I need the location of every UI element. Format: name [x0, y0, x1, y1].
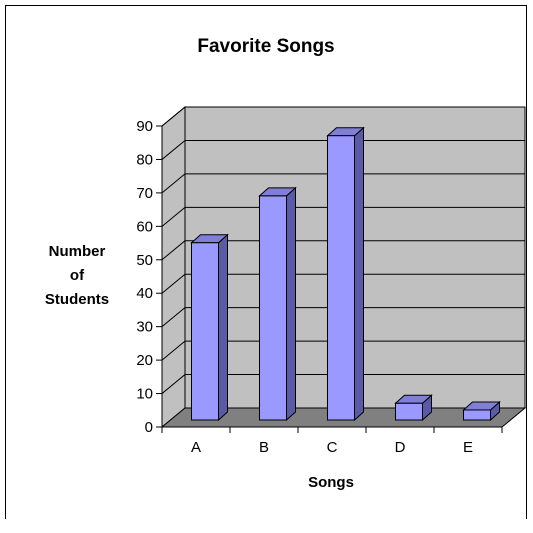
y-tick-label: 70 — [136, 185, 153, 202]
gridline — [161, 307, 525, 328]
x-tick-label: E — [463, 439, 473, 456]
bar-side — [354, 126, 364, 422]
bar-A — [190, 233, 229, 422]
x-axis-label: Songs — [308, 474, 354, 491]
gridline — [161, 340, 525, 361]
bar-B — [258, 186, 297, 422]
x-tick-label: C — [327, 439, 338, 456]
bar-front — [463, 409, 491, 421]
y-axis-label-line: Students — [45, 291, 109, 308]
y-tick-label: 80 — [136, 151, 153, 168]
bar-front — [191, 242, 219, 421]
side-wall — [161, 105, 186, 429]
x-axis: A B C D E — [161, 426, 503, 456]
x-tick-label: A — [191, 439, 201, 456]
y-axis-label: Number of Students — [45, 243, 109, 308]
gridline — [161, 106, 525, 127]
gridline — [161, 374, 525, 394]
y-axis-label-line: Number — [49, 243, 106, 260]
y-tick-label: 60 — [136, 218, 153, 235]
y-tick-label: 40 — [136, 285, 153, 302]
chart-title: Favorite Songs — [197, 36, 334, 57]
y-axis-label-line: of — [70, 267, 85, 284]
bar-front — [327, 135, 355, 421]
bar-side — [286, 186, 296, 422]
bar-E — [462, 400, 501, 422]
y-tick-label: 0 — [145, 419, 153, 436]
y-tick-label: 10 — [136, 386, 153, 403]
y-axis: 0 10 20 30 40 50 60 70 80 90 — [136, 118, 163, 436]
x-tick-label: B — [259, 439, 269, 456]
gridline — [161, 240, 525, 261]
chart-frame — [5, 5, 527, 519]
plot-area — [160, 105, 527, 429]
bar-side — [218, 233, 228, 422]
gridline — [161, 139, 525, 160]
y-tick-label: 20 — [136, 352, 153, 369]
y-tick-label: 30 — [136, 319, 153, 336]
bar-C — [326, 126, 365, 422]
y-tick-label: 90 — [136, 118, 153, 135]
bar-D — [394, 394, 433, 422]
gridline — [161, 273, 525, 294]
gridline — [161, 206, 525, 227]
gridline — [161, 173, 525, 194]
bar-front — [395, 402, 423, 421]
x-tick-label: D — [395, 439, 406, 456]
y-tick-label: 50 — [136, 252, 153, 269]
bar-front — [259, 195, 287, 421]
